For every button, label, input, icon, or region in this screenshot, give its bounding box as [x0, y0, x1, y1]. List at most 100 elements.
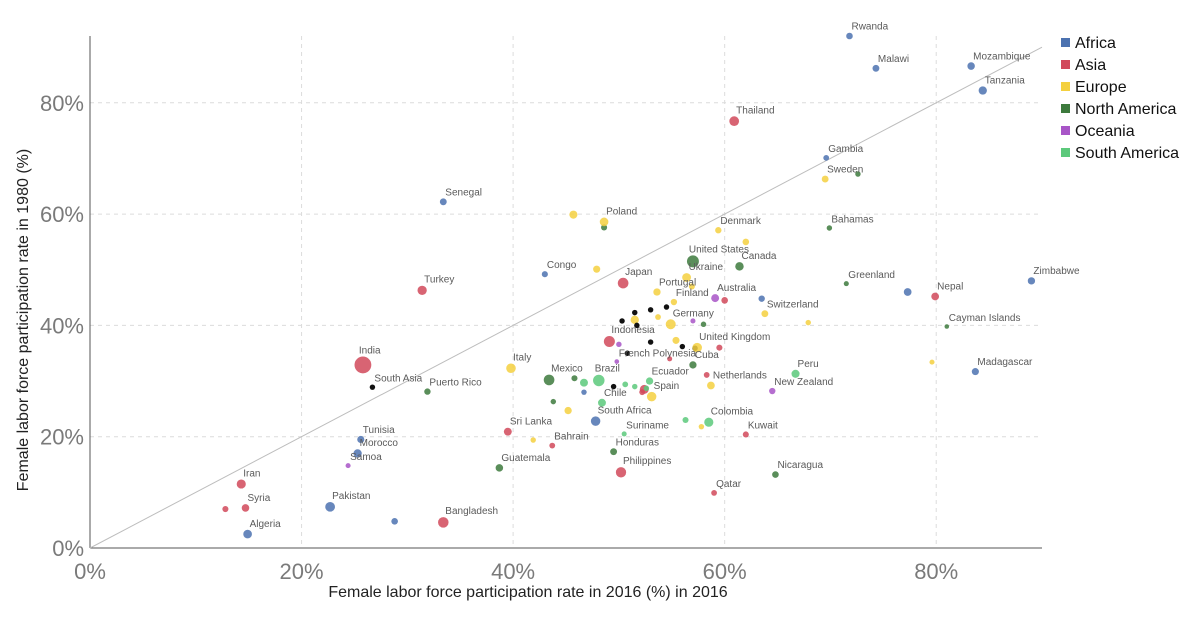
- data-point: [707, 381, 715, 390]
- data-point: [632, 309, 638, 316]
- legend-label: Asia: [1075, 57, 1106, 74]
- data-label: Syria: [247, 493, 270, 504]
- data-point: [530, 437, 536, 443]
- data-point: [843, 281, 849, 287]
- data-point: [632, 383, 638, 390]
- data-point: [700, 321, 707, 328]
- data-point: [614, 359, 620, 364]
- data-point: [742, 431, 749, 438]
- data-point: [603, 336, 615, 348]
- data-point: [647, 307, 654, 313]
- data-point: [569, 210, 578, 219]
- data-label: Rwanda: [851, 22, 888, 33]
- data-point: [698, 423, 705, 430]
- data-point: [667, 356, 673, 362]
- data-label: Honduras: [616, 437, 659, 448]
- data-label: Tunisia: [363, 425, 395, 436]
- data-point: [682, 416, 689, 424]
- data-label: Thailand: [736, 105, 774, 116]
- point-labels-layer: Rwanda Malawi Mozambique Tanzania Thailand Ga…: [243, 22, 1080, 530]
- grid-layer: [90, 36, 1042, 548]
- legend-label: Oceania: [1075, 123, 1135, 140]
- x-tick-label: 60%: [703, 559, 747, 584]
- data-point: [369, 384, 376, 390]
- data-point: [769, 387, 776, 395]
- data-point: [823, 154, 830, 161]
- data-point: [506, 363, 516, 374]
- data-point: [679, 343, 686, 350]
- data-point: [663, 304, 670, 310]
- data-point: [354, 356, 372, 374]
- data-point: [236, 479, 246, 489]
- data-label: Spain: [654, 381, 680, 392]
- x-tick-label: 80%: [914, 559, 958, 584]
- data-point: [670, 298, 678, 306]
- data-point: [665, 319, 676, 330]
- x-axis-title: Female labor force participation rate in…: [328, 584, 727, 601]
- data-label: Mexico: [551, 364, 583, 375]
- reference-line-layer: [89, 46, 1043, 549]
- data-label: Bahamas: [831, 214, 873, 225]
- data-label: Guatemala: [501, 453, 550, 464]
- data-point: [929, 359, 935, 365]
- legend-label: Africa: [1075, 35, 1116, 52]
- legend-swatch: [1061, 38, 1070, 47]
- data-point: [222, 506, 229, 513]
- axis-layer: 0% 20% 40% 60% 80% 0% 20% 40% 60% 80%: [40, 36, 1042, 584]
- data-point: [543, 374, 555, 386]
- data-label: Germany: [673, 308, 714, 319]
- data-point: [634, 322, 640, 329]
- data-point: [616, 341, 622, 348]
- y-tick-label: 0%: [52, 536, 84, 561]
- data-point: [688, 283, 695, 290]
- data-label: Greenland: [848, 270, 895, 281]
- data-label: Italy: [513, 352, 531, 363]
- y-tick-label: 40%: [40, 313, 84, 338]
- data-point: [715, 227, 722, 234]
- data-point: [646, 391, 657, 402]
- data-point: [630, 315, 639, 324]
- data-point: [716, 344, 723, 351]
- data-label: Colombia: [711, 407, 754, 418]
- data-label: Sweden: [827, 165, 863, 176]
- data-point: [601, 224, 608, 231]
- data-label: South Asia: [374, 373, 422, 384]
- data-label: Denmark: [720, 216, 762, 227]
- data-point: [689, 361, 697, 369]
- data-point: [599, 217, 609, 227]
- data-point: [325, 501, 335, 512]
- data-label: Poland: [606, 207, 637, 218]
- data-label: Madagascar: [977, 357, 1033, 368]
- data-label: Qatar: [716, 479, 742, 490]
- data-label: Nicaragua: [777, 460, 823, 471]
- legend-label: South America: [1075, 145, 1179, 162]
- data-label: South Africa: [598, 405, 652, 416]
- data-point: [1027, 277, 1036, 285]
- data-point: [761, 310, 769, 318]
- reference-line: [89, 46, 1043, 549]
- data-label: Puerto Rico: [429, 377, 482, 388]
- data-label: Turkey: [424, 275, 454, 286]
- data-point: [391, 517, 398, 525]
- y-axis-title: Female labor force participation rate in…: [15, 149, 32, 491]
- data-label: New Zealand: [774, 377, 833, 388]
- data-point: [711, 294, 720, 303]
- data-point: [593, 265, 601, 273]
- data-label: Ecuador: [652, 366, 690, 377]
- data-point: [541, 271, 548, 278]
- data-point: [653, 288, 661, 296]
- data-point: [243, 529, 252, 539]
- data-label: United Kingdom: [699, 332, 770, 343]
- data-label: Indonesia: [611, 325, 655, 336]
- data-label: Cayman Islands: [949, 313, 1021, 324]
- data-point: [971, 368, 979, 376]
- legend: Africa Asia Europe North America Oceania Sout…: [1061, 35, 1179, 162]
- data-point: [944, 324, 950, 329]
- x-tick-label: 0%: [74, 559, 106, 584]
- data-point: [241, 504, 250, 512]
- data-label: Pakistan: [332, 491, 370, 502]
- legend-swatch: [1061, 82, 1070, 91]
- data-point: [639, 389, 646, 396]
- data-label: Brazil: [595, 364, 620, 375]
